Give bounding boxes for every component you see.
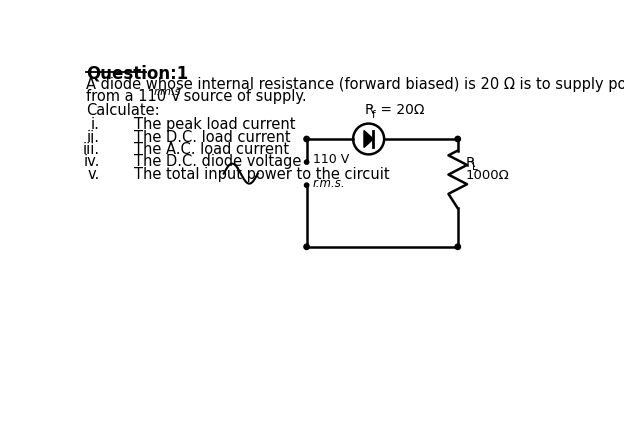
Circle shape <box>455 136 461 142</box>
Text: 1000Ω: 1000Ω <box>466 169 509 182</box>
Circle shape <box>305 183 309 187</box>
Text: i.: i. <box>91 117 100 132</box>
Text: source of supply.: source of supply. <box>178 89 306 104</box>
Text: from a 110 V: from a 110 V <box>85 89 180 104</box>
Text: v.: v. <box>87 167 100 182</box>
Text: The peak load current: The peak load current <box>134 117 295 132</box>
Text: 110 V: 110 V <box>313 153 349 166</box>
Circle shape <box>304 136 310 142</box>
Circle shape <box>455 244 461 249</box>
Text: L: L <box>472 162 477 173</box>
Text: f: f <box>371 110 375 120</box>
Text: ii.: ii. <box>87 130 100 145</box>
Text: The A.C. load current: The A.C. load current <box>134 142 289 157</box>
Text: The D.C. diode voltage: The D.C. diode voltage <box>134 154 301 169</box>
Text: = 20Ω: = 20Ω <box>376 103 424 117</box>
Text: R: R <box>365 103 374 117</box>
Polygon shape <box>364 131 373 148</box>
Text: Question:1: Question:1 <box>85 64 188 83</box>
Text: r.m.s.: r.m.s. <box>313 178 346 190</box>
Text: iii.: iii. <box>82 142 100 157</box>
Text: A diode whose internal resistance (forward biased) is 20 Ω is to supply power to: A diode whose internal resistance (forwa… <box>85 77 624 91</box>
Circle shape <box>305 160 309 164</box>
Text: Calculate:: Calculate: <box>85 103 159 118</box>
Text: The total input power to the circuit: The total input power to the circuit <box>134 167 389 182</box>
Text: The D.C. load current: The D.C. load current <box>134 130 290 145</box>
Text: R: R <box>466 156 475 170</box>
Circle shape <box>304 244 310 249</box>
Text: iv.: iv. <box>84 154 100 169</box>
Text: r.m.s: r.m.s <box>154 87 181 97</box>
